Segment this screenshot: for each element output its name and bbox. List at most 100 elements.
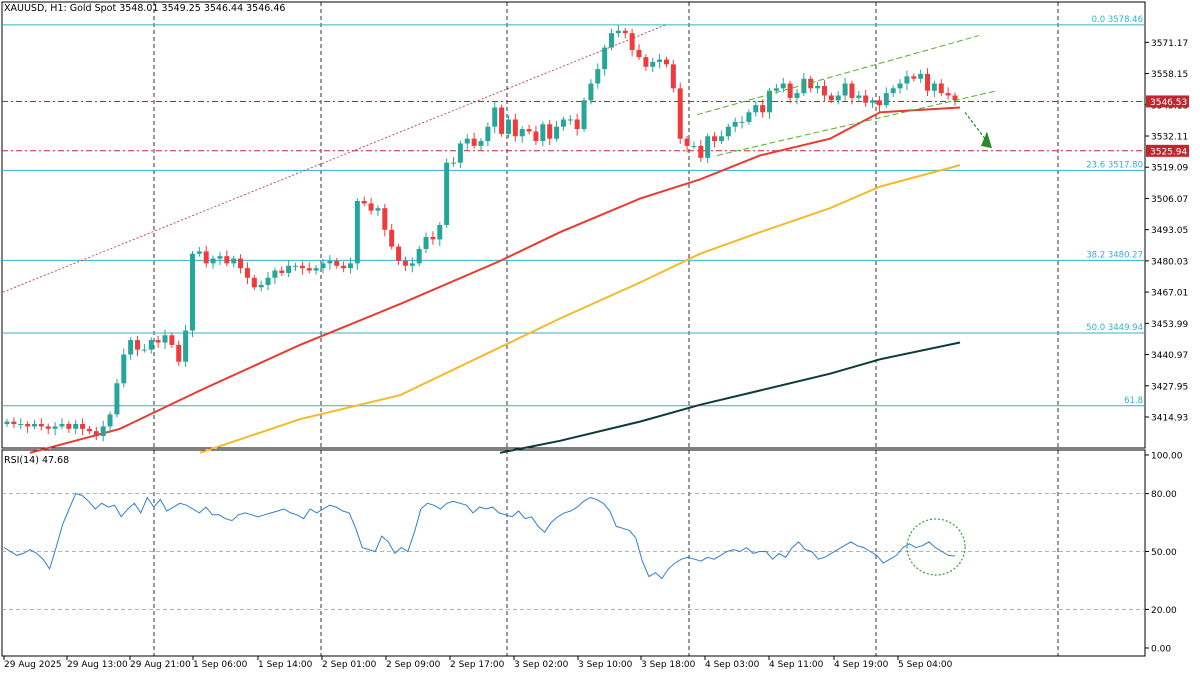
candle-body: [657, 59, 663, 62]
candle-body: [526, 129, 532, 132]
candle-body: [760, 105, 766, 113]
moving-average-slow: [499, 341, 961, 454]
candle-body: [148, 340, 154, 350]
candle-body: [512, 119, 518, 137]
time-tick-label: 1 Sep 14:00: [258, 660, 313, 670]
fib-level-label: 38.2 3480.27: [1086, 250, 1143, 260]
candle-body: [499, 107, 505, 134]
candle-body: [815, 85, 821, 89]
candle-body: [801, 78, 807, 94]
rsi-tick-label: 50.00: [1151, 548, 1177, 558]
price-tick-label: 3467.01: [1151, 289, 1188, 299]
candle-body: [59, 424, 65, 427]
candle-body: [725, 126, 731, 137]
rsi-tick-label: 0.00: [1151, 645, 1171, 655]
candle-body: [341, 265, 347, 269]
price-tick-label: 3558.15: [1151, 70, 1188, 80]
moving-average-fast: [29, 106, 961, 454]
candle-body: [828, 95, 834, 101]
candle-body: [629, 33, 635, 50]
candle-body: [856, 95, 862, 98]
time-tick-label: 1 Sep 06:00: [193, 660, 248, 670]
candle-body: [4, 421, 10, 425]
candle-body: [11, 421, 17, 425]
candle-body: [38, 424, 44, 427]
candle-body: [581, 100, 587, 130]
candle-body: [86, 428, 92, 432]
symbol-label: XAUUSD, H1:: [4, 3, 67, 14]
time-tick-label: 2 Sep 17:00: [450, 660, 505, 670]
candle-body: [375, 208, 381, 211]
candle-body: [128, 340, 134, 355]
price-level-text: 3525.94: [1150, 147, 1187, 157]
candle-body: [835, 95, 841, 101]
fib-level-label: 23.6 3517.80: [1086, 160, 1143, 170]
candle-body: [870, 100, 876, 103]
candle-body: [842, 83, 848, 96]
candle-body: [100, 426, 106, 437]
candle-body: [244, 268, 250, 278]
candle-body: [293, 265, 299, 267]
candle-body: [313, 268, 319, 271]
candle-body: [952, 95, 958, 101]
candle-body: [457, 143, 463, 163]
candle-body: [615, 30, 621, 34]
candle-body: [18, 424, 24, 426]
price-level-text: 3546.53: [1150, 98, 1187, 108]
candle-body: [663, 59, 669, 65]
projection-arrow-line: [964, 111, 986, 140]
rsi-tick-label: 20.00: [1151, 606, 1177, 616]
candle-body: [739, 121, 745, 123]
candle-body: [897, 83, 903, 89]
candle-body: [643, 57, 649, 67]
candle-body: [767, 90, 773, 113]
candle-body: [135, 340, 141, 350]
candle-body: [162, 335, 168, 343]
candle-body: [931, 83, 937, 91]
candle-body: [169, 335, 175, 345]
candle-body: [93, 431, 99, 437]
time-tick-label: 3 Sep 18:00: [641, 660, 696, 670]
candle-body: [636, 49, 642, 58]
channel-upper-line: [696, 35, 980, 116]
candle-body: [622, 30, 628, 34]
price-tick-label: 3427.95: [1151, 382, 1188, 392]
candle-body: [107, 414, 113, 427]
candle-body: [224, 256, 230, 264]
time-tick-label: 29 Aug 21:00: [130, 660, 191, 670]
candle-body: [691, 145, 697, 147]
time-tick-label: 2 Sep 01:00: [322, 660, 377, 670]
candle-body: [540, 124, 546, 142]
price-tick-label: 3414.93: [1151, 413, 1188, 423]
candle-body: [595, 69, 601, 84]
candle-body: [382, 208, 388, 230]
candle-body: [808, 78, 814, 89]
candle-body: [876, 100, 882, 106]
candle-body: [258, 284, 264, 288]
candle-body: [251, 277, 257, 288]
candle-body: [141, 349, 147, 351]
candle-body: [451, 162, 457, 164]
candle-body: [821, 85, 827, 96]
rsi-header: RSI(14) 47.68: [4, 455, 70, 466]
price-tick-label: 3506.07: [1151, 195, 1188, 205]
candle-body: [780, 83, 786, 89]
candle-body: [361, 201, 367, 204]
chart-header: XAUUSD, H1: Gold Spot 3548.01 3549.25 35…: [4, 3, 285, 14]
candle-body: [684, 138, 690, 146]
candle-body: [464, 138, 470, 144]
fib-level-label: 50.0 3449.94: [1086, 323, 1143, 333]
candle-body: [945, 93, 951, 96]
candle-body: [492, 107, 498, 127]
rsi-tick-label: 80.00: [1151, 490, 1177, 500]
time-tick-label: 29 Aug 13:00: [67, 660, 128, 670]
time-tick-label: 29 Aug 2025: [4, 660, 62, 670]
candle-body: [505, 119, 511, 134]
candle-body: [925, 73, 931, 91]
candle-body: [217, 256, 223, 259]
price-tick-label: 3571.17: [1151, 39, 1188, 49]
candle-body: [588, 83, 594, 101]
candle-body: [320, 263, 326, 269]
